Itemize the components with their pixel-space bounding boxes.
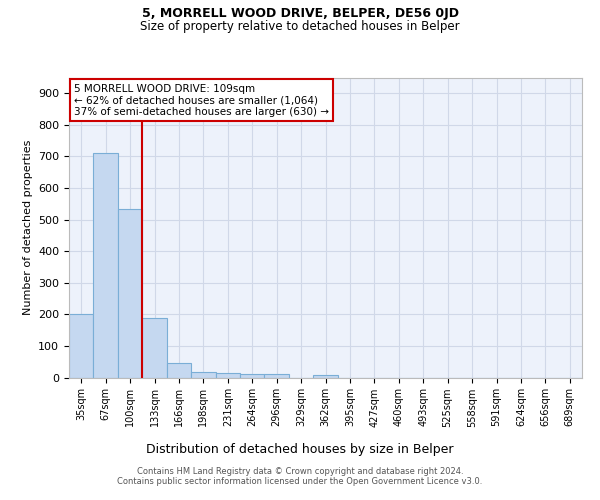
Bar: [167, 364, 191, 378]
Bar: [240, 374, 265, 378]
Bar: [215, 374, 240, 378]
Text: Contains HM Land Registry data © Crown copyright and database right 2024.: Contains HM Land Registry data © Crown c…: [137, 467, 463, 476]
Text: Contains public sector information licensed under the Open Government Licence v3: Contains public sector information licen…: [118, 477, 482, 486]
Text: Size of property relative to detached houses in Belper: Size of property relative to detached ho…: [140, 20, 460, 33]
Text: Distribution of detached houses by size in Belper: Distribution of detached houses by size …: [146, 442, 454, 456]
Bar: [142, 318, 167, 378]
Text: 5 MORRELL WOOD DRIVE: 109sqm
← 62% of detached houses are smaller (1,064)
37% of: 5 MORRELL WOOD DRIVE: 109sqm ← 62% of de…: [74, 84, 329, 116]
Bar: [94, 154, 118, 378]
Bar: [191, 372, 215, 378]
Bar: [313, 374, 338, 378]
Bar: [118, 208, 142, 378]
Bar: [69, 314, 94, 378]
Y-axis label: Number of detached properties: Number of detached properties: [23, 140, 32, 315]
Bar: [265, 374, 289, 378]
Text: 5, MORRELL WOOD DRIVE, BELPER, DE56 0JD: 5, MORRELL WOOD DRIVE, BELPER, DE56 0JD: [142, 8, 458, 20]
